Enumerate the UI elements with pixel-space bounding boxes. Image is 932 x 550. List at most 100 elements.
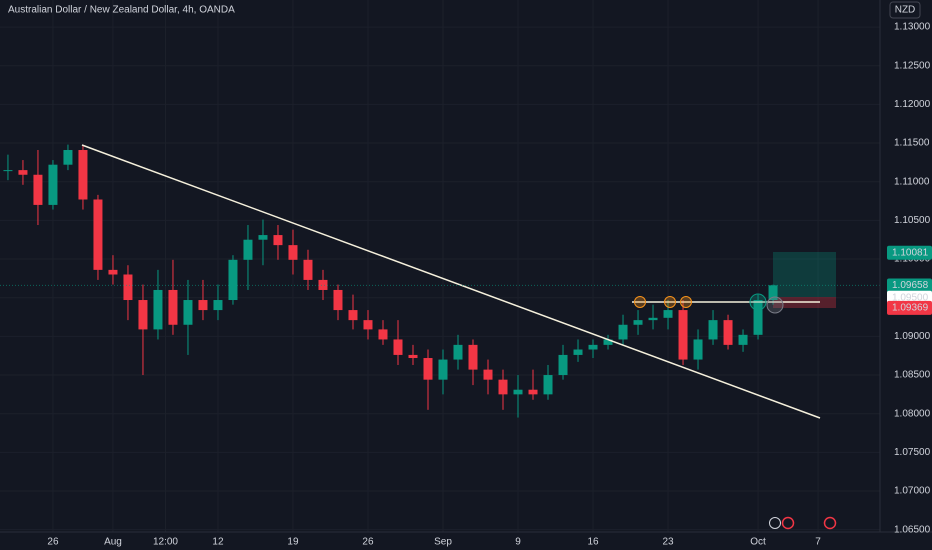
candle-body bbox=[288, 245, 298, 260]
trend-line bbox=[81, 144, 821, 419]
candle-body bbox=[303, 259, 313, 280]
x-tick-label: 19 bbox=[287, 537, 299, 548]
y-tick-label: 1.13000 bbox=[894, 22, 931, 33]
x-tick-label: Aug bbox=[104, 537, 122, 548]
candle-body bbox=[558, 354, 568, 376]
candle-body bbox=[498, 379, 508, 395]
y-tick-label: 1.07000 bbox=[894, 486, 931, 497]
candle-body bbox=[213, 300, 223, 311]
target-zone bbox=[773, 252, 836, 297]
x-tick-label: 12 bbox=[212, 537, 224, 548]
candle-body bbox=[648, 317, 658, 321]
candle-body bbox=[33, 174, 43, 205]
candle-body bbox=[273, 235, 283, 246]
price-label-box bbox=[887, 245, 932, 260]
candle-body bbox=[318, 279, 328, 290]
candle-body bbox=[768, 285, 778, 301]
axes: 1.13000 1.12500 1.12000 1.11500 1.11000 1.105… bbox=[47, 22, 930, 548]
y-tick-label: 1.12500 bbox=[894, 60, 931, 71]
y-tick-label: 1.10500 bbox=[894, 215, 931, 226]
candle-body bbox=[633, 320, 643, 325]
candle-body bbox=[18, 170, 28, 175]
price-label-box bbox=[887, 300, 932, 315]
y-tick-label: 1.11000 bbox=[894, 176, 930, 187]
candle-body bbox=[543, 375, 553, 395]
breakout-marker bbox=[749, 293, 767, 311]
candle-body bbox=[153, 289, 163, 330]
candle-body bbox=[483, 369, 493, 380]
x-tick-label: 16 bbox=[587, 537, 599, 548]
candle-body bbox=[408, 354, 418, 359]
candle-body bbox=[573, 349, 583, 355]
candle-body bbox=[468, 344, 478, 370]
candle-body bbox=[513, 389, 523, 395]
x-tick-label: 12:00 bbox=[153, 537, 178, 548]
candle-body bbox=[693, 339, 703, 360]
event-icon[interactable] bbox=[781, 516, 795, 530]
candle-body bbox=[708, 320, 718, 340]
price-label: 1.10081 bbox=[892, 247, 929, 258]
touch-marker bbox=[664, 296, 676, 308]
touch-marker bbox=[680, 296, 692, 308]
candle-body bbox=[138, 300, 148, 330]
candle-body bbox=[453, 344, 463, 360]
candle-body bbox=[258, 235, 268, 240]
y-tick-label: 1.12000 bbox=[894, 99, 931, 110]
candle-body bbox=[48, 164, 58, 205]
touch-marker bbox=[634, 296, 646, 308]
x-tick-label: Oct bbox=[750, 537, 766, 548]
y-tick-label: 1.08000 bbox=[894, 408, 931, 419]
candle-body bbox=[423, 358, 433, 380]
y-tick-label: 1.07500 bbox=[894, 447, 931, 458]
price-label: 1.09369 bbox=[892, 302, 929, 313]
x-tick-label: 7 bbox=[815, 537, 821, 548]
currency-box[interactable] bbox=[889, 1, 921, 19]
candles bbox=[3, 144, 778, 418]
candle-body bbox=[333, 289, 343, 311]
candle-body bbox=[363, 320, 373, 330]
y-tick-label: 1.08500 bbox=[894, 370, 931, 381]
candle-body bbox=[723, 320, 733, 345]
candle-body bbox=[618, 324, 628, 340]
candle-body bbox=[243, 239, 253, 260]
chart-title: Australian Dollar / New Zealand Dollar, … bbox=[8, 5, 235, 16]
candle-body bbox=[603, 339, 613, 345]
candle-body bbox=[438, 359, 448, 380]
y-tick-label: 1.11500 bbox=[894, 138, 930, 149]
candle-body bbox=[108, 269, 118, 275]
price-label: 1.09658 bbox=[892, 280, 929, 291]
candle-body bbox=[588, 344, 598, 350]
candle-body bbox=[198, 300, 208, 311]
candle-body bbox=[393, 339, 403, 355]
candle-body bbox=[663, 310, 673, 318]
event-icon[interactable] bbox=[769, 517, 781, 529]
candle-body bbox=[678, 310, 688, 360]
candle-body bbox=[228, 259, 238, 301]
candle-body bbox=[528, 389, 538, 395]
candle-body bbox=[93, 199, 103, 270]
event-icon[interactable] bbox=[823, 516, 837, 530]
candle-body bbox=[753, 300, 763, 335]
candle-body bbox=[123, 274, 133, 301]
y-tick-label: 1.09000 bbox=[894, 331, 931, 342]
x-tick-label: Sep bbox=[434, 537, 452, 548]
candle-body bbox=[78, 150, 88, 200]
x-tick-label: 26 bbox=[362, 537, 374, 548]
candle-body bbox=[3, 170, 13, 172]
candle-body bbox=[738, 334, 748, 345]
y-tick-label: 1.06500 bbox=[894, 524, 931, 535]
candle-body bbox=[168, 289, 178, 325]
price-label: 1.09500 bbox=[892, 292, 929, 303]
candle-body bbox=[348, 310, 358, 321]
x-tick-label: 23 bbox=[662, 537, 674, 548]
candle-body bbox=[378, 329, 388, 340]
candle-body bbox=[183, 300, 193, 325]
x-tick-label: 9 bbox=[515, 537, 521, 548]
x-tick-label: 26 bbox=[47, 537, 59, 548]
candle-body bbox=[63, 150, 73, 165]
currency[interactable]: NZD bbox=[895, 5, 916, 16]
retest-marker bbox=[766, 296, 784, 314]
